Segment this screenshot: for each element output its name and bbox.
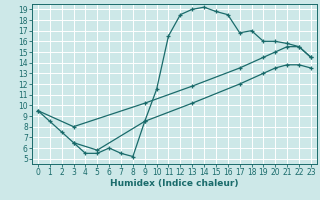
X-axis label: Humidex (Indice chaleur): Humidex (Indice chaleur) <box>110 179 239 188</box>
